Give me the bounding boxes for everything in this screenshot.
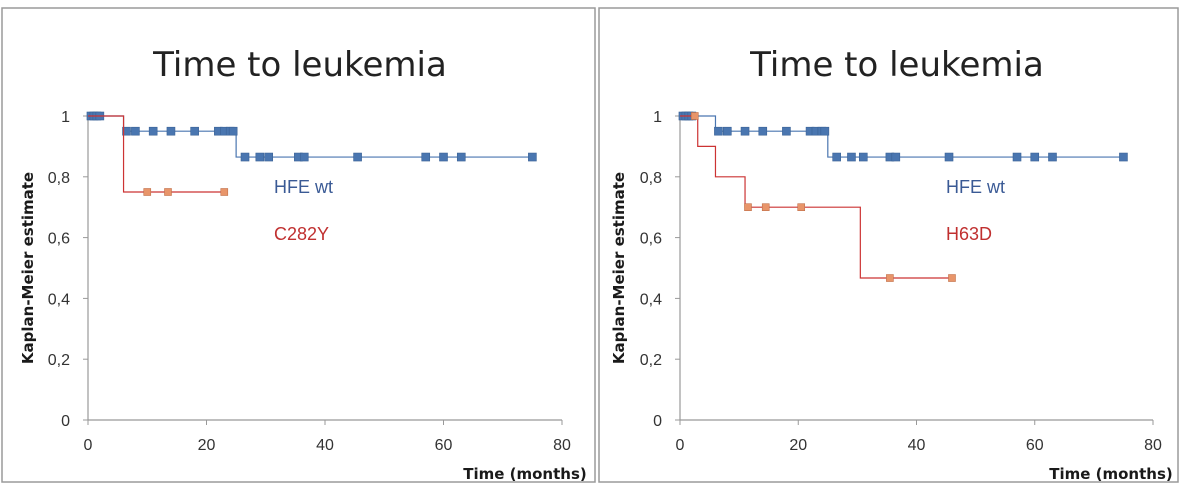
series-hfe-wt: HFE wt — [86, 111, 537, 197]
censor-marker — [891, 152, 901, 162]
censor-marker — [1012, 152, 1022, 162]
censor-marker — [820, 126, 830, 136]
x-tick-label: 20 — [789, 437, 807, 454]
censor-marker — [714, 126, 723, 136]
y-tick-label: 0,6 — [48, 231, 70, 248]
series-label: H63D — [946, 224, 992, 244]
censor-marker — [858, 152, 868, 162]
y-tick-label: 0,6 — [640, 231, 662, 248]
panel-border — [1, 7, 596, 483]
censor-marker — [782, 126, 791, 136]
series-line — [680, 115, 1124, 158]
censor-marker — [1048, 152, 1057, 162]
censor-marker — [228, 126, 238, 136]
censor-marker — [740, 126, 750, 136]
censor-marker — [1119, 152, 1128, 162]
censor-marker — [166, 126, 176, 136]
x-tick-label: 80 — [553, 437, 571, 454]
series-line — [88, 115, 533, 158]
y-tick-label: 0 — [653, 413, 662, 430]
censor-marker — [944, 152, 954, 162]
censor-marker — [439, 152, 448, 162]
series-label: C282Y — [274, 224, 329, 244]
censor-marker — [131, 126, 140, 136]
chart-panel-1: Time to leukemia 0 0,2 0,4 0,6 0,8 1 0 20 40 60 80 K… — [1, 7, 596, 483]
x-tick-label: 80 — [1144, 437, 1162, 454]
censor-marker — [528, 152, 537, 162]
censor-marker — [758, 126, 768, 136]
series-line — [680, 115, 952, 279]
y-axis-label: Kaplan-Meier estimate — [19, 172, 37, 364]
y-tick-label: 0,8 — [640, 170, 662, 187]
x-tick-label: 20 — [198, 437, 216, 454]
censor-marker — [264, 152, 274, 162]
chart-panel-2: Time to leukemia 0 0,2 0,4 0,6 0,8 1 0 20 40 60 80 K… — [598, 7, 1179, 483]
censor-marker — [1030, 152, 1040, 162]
x-axis-label: Time (months) — [463, 465, 587, 483]
censor-marker — [220, 188, 229, 196]
censor-marker — [722, 126, 732, 136]
censor-marker — [353, 152, 362, 162]
censor-marker — [299, 152, 309, 162]
y-tick-label: 0,4 — [48, 291, 70, 308]
censor-marker — [847, 152, 856, 162]
censor-marker — [255, 152, 265, 162]
series-c282y: C282Y — [88, 115, 329, 244]
y-axis-label: Kaplan-Meier estimate — [610, 172, 628, 364]
chart-title: Time to leukemia — [749, 45, 1044, 85]
censor-marker — [744, 203, 752, 211]
censor-marker — [690, 112, 699, 120]
censor-marker — [164, 188, 172, 196]
censor-marker — [886, 274, 894, 282]
censor-marker — [832, 152, 841, 162]
y-tick-label: 0,4 — [640, 291, 662, 308]
x-tick-label: 60 — [1026, 437, 1044, 454]
censor-marker — [456, 152, 466, 162]
series-label: HFE wt — [946, 177, 1005, 197]
x-tick-label: 0 — [676, 437, 685, 454]
series-line — [88, 115, 225, 193]
x-tick-label: 40 — [316, 437, 334, 454]
censor-marker — [797, 203, 806, 211]
censor-marker — [240, 152, 250, 162]
series-hfe-wt: HFE wt — [678, 111, 1128, 197]
x-axis-label: Time (months) — [1049, 465, 1173, 483]
y-tick-label: 0 — [61, 413, 70, 430]
censor-marker — [761, 203, 770, 211]
y-tick-label: 0,2 — [48, 352, 70, 369]
censor-marker — [148, 126, 158, 136]
y-tick-label: 0,2 — [640, 352, 662, 369]
censor-marker — [122, 126, 131, 136]
series-h63d: H63D — [680, 112, 992, 282]
censor-marker — [190, 126, 199, 136]
x-tick-label: 0 — [84, 437, 93, 454]
x-tick-label: 40 — [908, 437, 926, 454]
y-tick-label: 1 — [61, 109, 70, 126]
censor-marker — [143, 188, 152, 196]
y-tick-label: 1 — [653, 109, 662, 126]
y-tick-label: 0,8 — [48, 170, 70, 187]
panel-border — [598, 7, 1179, 483]
censor-marker — [421, 152, 431, 162]
series-label: HFE wt — [274, 177, 333, 197]
x-tick-label: 60 — [435, 437, 453, 454]
chart-title: Time to leukemia — [152, 45, 447, 85]
censor-marker — [948, 274, 956, 282]
